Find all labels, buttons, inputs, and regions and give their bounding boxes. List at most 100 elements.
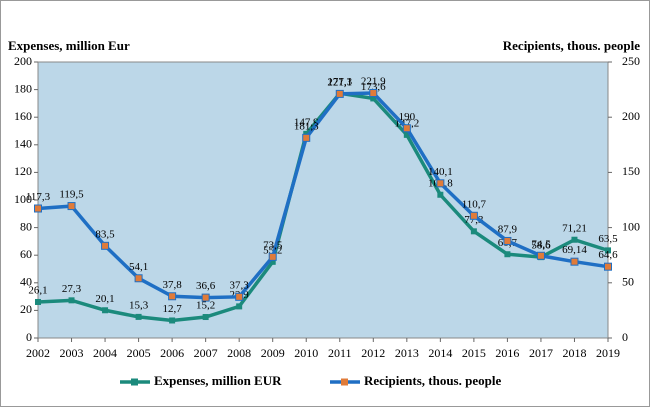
value-label: 73,5 bbox=[263, 239, 283, 251]
value-label: 26,1 bbox=[28, 285, 47, 297]
y-axis-title: Expenses, million Eur bbox=[8, 38, 130, 53]
value-label: 221,1 bbox=[327, 76, 352, 88]
marker bbox=[101, 241, 110, 250]
marker bbox=[536, 251, 545, 260]
y-tick-label: 100 bbox=[14, 192, 32, 206]
marker bbox=[604, 262, 612, 271]
value-label: 117,3 bbox=[26, 191, 51, 203]
value-label: 15,2 bbox=[196, 300, 215, 312]
x-tick-label: 2011 bbox=[328, 346, 352, 360]
value-label: 83,5 bbox=[95, 228, 115, 240]
marker bbox=[134, 274, 143, 283]
marker bbox=[67, 202, 76, 211]
x-tick-label: 2018 bbox=[562, 346, 586, 360]
marker bbox=[235, 292, 244, 301]
marker bbox=[503, 236, 512, 245]
value-label: 58,6 bbox=[531, 240, 551, 252]
x-tick-label: 2003 bbox=[60, 346, 84, 360]
y-tick-label: 40 bbox=[20, 275, 32, 289]
value-label: 20,1 bbox=[95, 293, 114, 305]
value-label: 140,1 bbox=[428, 166, 453, 178]
value-label: 119,5 bbox=[59, 189, 84, 201]
value-label: 27,3 bbox=[62, 283, 82, 295]
legend-label: Expenses, million EUR bbox=[154, 373, 282, 388]
x-tick-label: 2006 bbox=[160, 346, 184, 360]
value-label: 177,3 bbox=[327, 76, 352, 88]
marker bbox=[102, 307, 109, 314]
y-tick-label: 80 bbox=[20, 219, 32, 233]
x-tick-label: 2007 bbox=[194, 346, 218, 360]
marker bbox=[201, 293, 210, 302]
value-label: 77,3 bbox=[464, 214, 484, 226]
y2-tick-label: 150 bbox=[622, 164, 640, 178]
marker bbox=[504, 251, 511, 258]
y-tick-label: 200 bbox=[14, 54, 32, 68]
plot-area bbox=[37, 61, 609, 339]
legend-marker bbox=[341, 378, 348, 386]
value-label: 74,5 bbox=[531, 238, 551, 250]
value-label: 55,2 bbox=[263, 244, 282, 256]
x-tick-label: 2014 bbox=[428, 346, 452, 360]
value-label: 54,1 bbox=[129, 261, 148, 273]
marker bbox=[605, 247, 611, 254]
marker bbox=[68, 297, 75, 304]
y2-tick-label: 50 bbox=[622, 275, 634, 289]
marker bbox=[403, 131, 410, 138]
y2-tick-label: 100 bbox=[622, 219, 640, 233]
value-label: 69,14 bbox=[562, 244, 587, 256]
x-tick-label: 2002 bbox=[26, 346, 50, 360]
y-tick-label: 20 bbox=[20, 302, 32, 316]
marker bbox=[34, 204, 42, 213]
x-tick-label: 2016 bbox=[495, 346, 519, 360]
x-tick-label: 2008 bbox=[227, 346, 251, 360]
y2-tick-label: 200 bbox=[622, 109, 640, 123]
value-label: 63,5 bbox=[598, 233, 618, 245]
value-label: 71,21 bbox=[562, 222, 587, 234]
value-label: 87,9 bbox=[498, 223, 518, 235]
x-tick-label: 2010 bbox=[294, 346, 318, 360]
x-tick-label: 2009 bbox=[261, 346, 285, 360]
y-tick-label: 60 bbox=[20, 247, 32, 261]
marker bbox=[202, 314, 209, 321]
marker bbox=[436, 179, 445, 188]
value-label: 181,3 bbox=[294, 120, 319, 132]
marker bbox=[135, 313, 142, 320]
x-tick-label: 2017 bbox=[529, 346, 553, 360]
y-tick-label: 140 bbox=[14, 137, 32, 151]
marker bbox=[269, 258, 276, 265]
value-label: 64,6 bbox=[598, 249, 618, 261]
marker bbox=[370, 95, 377, 102]
marker bbox=[369, 89, 378, 98]
x-tick-label: 2004 bbox=[93, 346, 117, 360]
marker bbox=[570, 257, 579, 266]
legend-label: Recipients, thous. people bbox=[364, 373, 501, 388]
value-label: 110,7 bbox=[462, 198, 487, 210]
marker bbox=[469, 211, 478, 220]
value-label: 37,3 bbox=[230, 279, 250, 291]
marker bbox=[169, 317, 176, 324]
marker bbox=[437, 191, 444, 198]
value-label: 12,7 bbox=[162, 303, 182, 315]
marker bbox=[335, 89, 344, 98]
y2-tick-label: 0 bbox=[622, 330, 628, 344]
x-tick-label: 2015 bbox=[462, 346, 486, 360]
value-label: 221,9 bbox=[361, 76, 386, 88]
x-tick-label: 2012 bbox=[361, 346, 385, 360]
value-label: 37,8 bbox=[162, 279, 182, 291]
marker bbox=[268, 252, 277, 261]
y2-axis-title: Recipients, thous. people bbox=[503, 38, 640, 53]
value-label: 147,9 bbox=[294, 116, 319, 128]
value-label: 36,6 bbox=[196, 280, 216, 292]
marker bbox=[35, 298, 41, 305]
y-tick-label: 120 bbox=[14, 164, 32, 178]
marker bbox=[236, 303, 243, 310]
marker bbox=[470, 228, 477, 235]
x-tick-label: 2019 bbox=[596, 346, 620, 360]
y2-tick-label: 250 bbox=[622, 54, 640, 68]
x-tick-label: 2013 bbox=[395, 346, 419, 360]
y-tick-label: 160 bbox=[14, 109, 32, 123]
y-tick-label: 180 bbox=[14, 81, 32, 95]
marker bbox=[168, 292, 177, 301]
value-label: 190 bbox=[399, 111, 416, 123]
